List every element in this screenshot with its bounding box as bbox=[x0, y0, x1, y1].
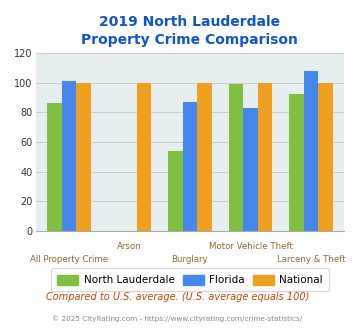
Bar bbox=[137, 82, 151, 231]
Bar bbox=[289, 94, 304, 231]
Title: 2019 North Lauderdale
Property Crime Comparison: 2019 North Lauderdale Property Crime Com… bbox=[82, 15, 298, 48]
Bar bbox=[304, 71, 318, 231]
Bar bbox=[61, 81, 76, 231]
Bar bbox=[76, 82, 91, 231]
Text: Larceny & Theft: Larceny & Theft bbox=[277, 255, 345, 264]
Bar bbox=[47, 103, 61, 231]
Bar bbox=[197, 82, 212, 231]
Bar bbox=[183, 102, 197, 231]
Bar bbox=[258, 82, 272, 231]
Text: All Property Crime: All Property Crime bbox=[30, 255, 108, 264]
Bar bbox=[168, 151, 183, 231]
Bar bbox=[318, 82, 333, 231]
Text: Motor Vehicle Theft: Motor Vehicle Theft bbox=[208, 242, 293, 251]
Text: Burglary: Burglary bbox=[171, 255, 208, 264]
Text: Compared to U.S. average. (U.S. average equals 100): Compared to U.S. average. (U.S. average … bbox=[46, 292, 309, 302]
Text: Arson: Arson bbox=[117, 242, 142, 251]
Text: © 2025 CityRating.com - https://www.cityrating.com/crime-statistics/: © 2025 CityRating.com - https://www.city… bbox=[53, 315, 302, 322]
Legend: North Lauderdale, Florida, National: North Lauderdale, Florida, National bbox=[51, 268, 329, 291]
Bar bbox=[243, 108, 258, 231]
Bar bbox=[229, 84, 243, 231]
